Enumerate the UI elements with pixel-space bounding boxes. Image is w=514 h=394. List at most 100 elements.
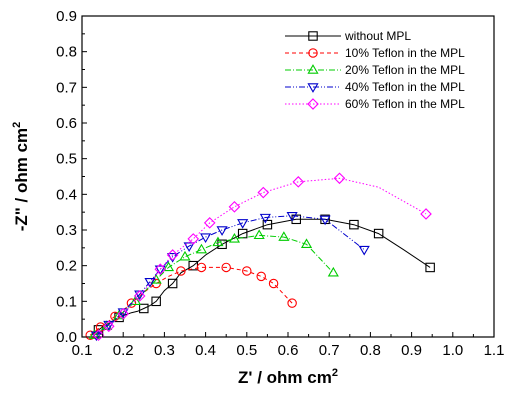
- circle-marker: [126, 298, 137, 308]
- x-tick-label: 0.8: [360, 342, 381, 359]
- series-4: [90, 212, 370, 342]
- triangle-up-marker: [228, 232, 241, 243]
- y-tick-label: 0.1: [56, 293, 77, 310]
- triangle-down-marker: [307, 83, 319, 93]
- x-tick-label: 0.2: [113, 342, 134, 359]
- x-axis-title: Z' / ohm cm2: [238, 367, 338, 387]
- square-marker: [291, 214, 301, 225]
- circle-marker: [196, 262, 207, 273]
- diamond-marker: [228, 200, 241, 213]
- triangle-down-marker: [216, 226, 228, 236]
- square-marker: [308, 31, 318, 41]
- diamond-marker: [102, 320, 115, 333]
- diamond-marker: [292, 176, 305, 188]
- y-tick-label: 0.0: [56, 329, 77, 346]
- diamond-marker: [154, 263, 167, 276]
- square-marker: [217, 239, 227, 250]
- diamond-marker: [203, 217, 216, 229]
- triangle-down-marker: [237, 219, 249, 229]
- y-tick-label: 0.2: [56, 258, 77, 275]
- diamond-marker: [166, 249, 179, 261]
- diamond-marker: [187, 233, 200, 245]
- y-tick-label: 0.9: [56, 8, 77, 25]
- y-tick-label: 0.3: [56, 222, 77, 239]
- legend: without MPL 10% Teflon in the MPL 20% Tefl…: [285, 29, 465, 111]
- triangle-down-marker: [154, 265, 166, 276]
- circle-marker: [287, 298, 297, 308]
- series-line: [96, 215, 365, 336]
- square-marker: [349, 219, 359, 230]
- series-5: [92, 172, 432, 342]
- triangle-up-marker: [300, 238, 313, 248]
- legend-item: 20% Teflon in the MPL: [285, 63, 465, 77]
- triangle-down-marker: [200, 233, 212, 244]
- triangle-down-marker: [144, 278, 156, 288]
- legend-item: 40% Teflon in the MPL: [285, 80, 465, 94]
- triangle-down-marker: [183, 242, 195, 252]
- legend-label: 60% Teflon in the MPL: [345, 97, 465, 111]
- legend-label: 20% Teflon in the MPL: [345, 63, 465, 77]
- y-tick-label: 0.6: [56, 115, 77, 132]
- x-tick-label: 0.9: [401, 342, 422, 359]
- legend-label: 40% Teflon in the MPL: [345, 80, 465, 94]
- diamond-marker: [133, 290, 146, 302]
- y-axis-title: -Z" / ohm cm2: [11, 122, 31, 232]
- diamond-marker: [307, 98, 319, 110]
- diamond-marker: [420, 208, 432, 220]
- x-tick-label: 1.1: [484, 342, 505, 359]
- x-tick-label: 0.4: [195, 342, 216, 359]
- x-tick-label: 0.5: [236, 342, 257, 359]
- legend-item: without MPL: [285, 29, 411, 43]
- circle-marker: [242, 266, 252, 276]
- circle-marker: [256, 271, 266, 282]
- x-tick-label: 0.3: [154, 342, 175, 359]
- x-tick-label: 0.7: [319, 342, 340, 359]
- series-2: [85, 262, 297, 340]
- triangle-up-marker: [195, 243, 208, 254]
- triangle-up-marker: [212, 236, 224, 247]
- square-marker: [262, 219, 273, 230]
- circle-marker: [221, 262, 231, 273]
- circle-marker: [176, 266, 186, 276]
- series-line: [94, 234, 334, 336]
- triangle-up-marker: [253, 229, 265, 240]
- y-tick-label: 0.7: [56, 79, 77, 96]
- series-1: [91, 214, 435, 336]
- diamond-marker: [117, 307, 130, 320]
- triangle-down-marker: [259, 213, 271, 224]
- legend-label: without MPL: [344, 29, 411, 43]
- square-marker: [139, 303, 149, 314]
- square-marker: [167, 278, 178, 289]
- series-layer: [85, 172, 435, 342]
- diamond-marker: [333, 172, 346, 185]
- square-marker: [425, 262, 435, 273]
- x-tick-label: 0.1: [72, 342, 93, 359]
- square-marker: [151, 296, 161, 307]
- triangle-up-marker: [179, 250, 191, 261]
- square-marker: [373, 228, 384, 239]
- series-line: [98, 177, 427, 336]
- series-3: [88, 229, 339, 339]
- legend-label: 10% Teflon in the MPL: [345, 46, 465, 60]
- triangle-up-marker: [307, 64, 319, 74]
- circle-marker: [268, 278, 279, 289]
- diamond-marker: [92, 329, 105, 342]
- triangle-down-marker: [319, 215, 331, 226]
- y-tick-label: 0.8: [56, 44, 77, 61]
- legend-item: 10% Teflon in the MPL: [285, 46, 465, 60]
- x-tick-label: 1.0: [442, 342, 463, 359]
- triangle-down-marker: [358, 245, 370, 256]
- diamond-marker: [257, 186, 270, 199]
- legend-item: 60% Teflon in the MPL: [285, 97, 465, 111]
- triangle-up-marker: [162, 261, 175, 272]
- x-tick-label: 0.6: [278, 342, 299, 359]
- triangle-up-marker: [327, 266, 339, 277]
- ticks-layer: 0.1 0.2 0.3 0.4 0.5 0.6 0.7 0.8 0.9 1.0 1.10.00.10…: [56, 8, 504, 359]
- series-line: [91, 218, 431, 336]
- circle-marker: [308, 48, 318, 58]
- triangle-up-marker: [278, 231, 290, 241]
- y-tick-label: 0.5: [56, 151, 77, 168]
- triangle-down-marker: [286, 212, 298, 222]
- series-line: [89, 266, 293, 336]
